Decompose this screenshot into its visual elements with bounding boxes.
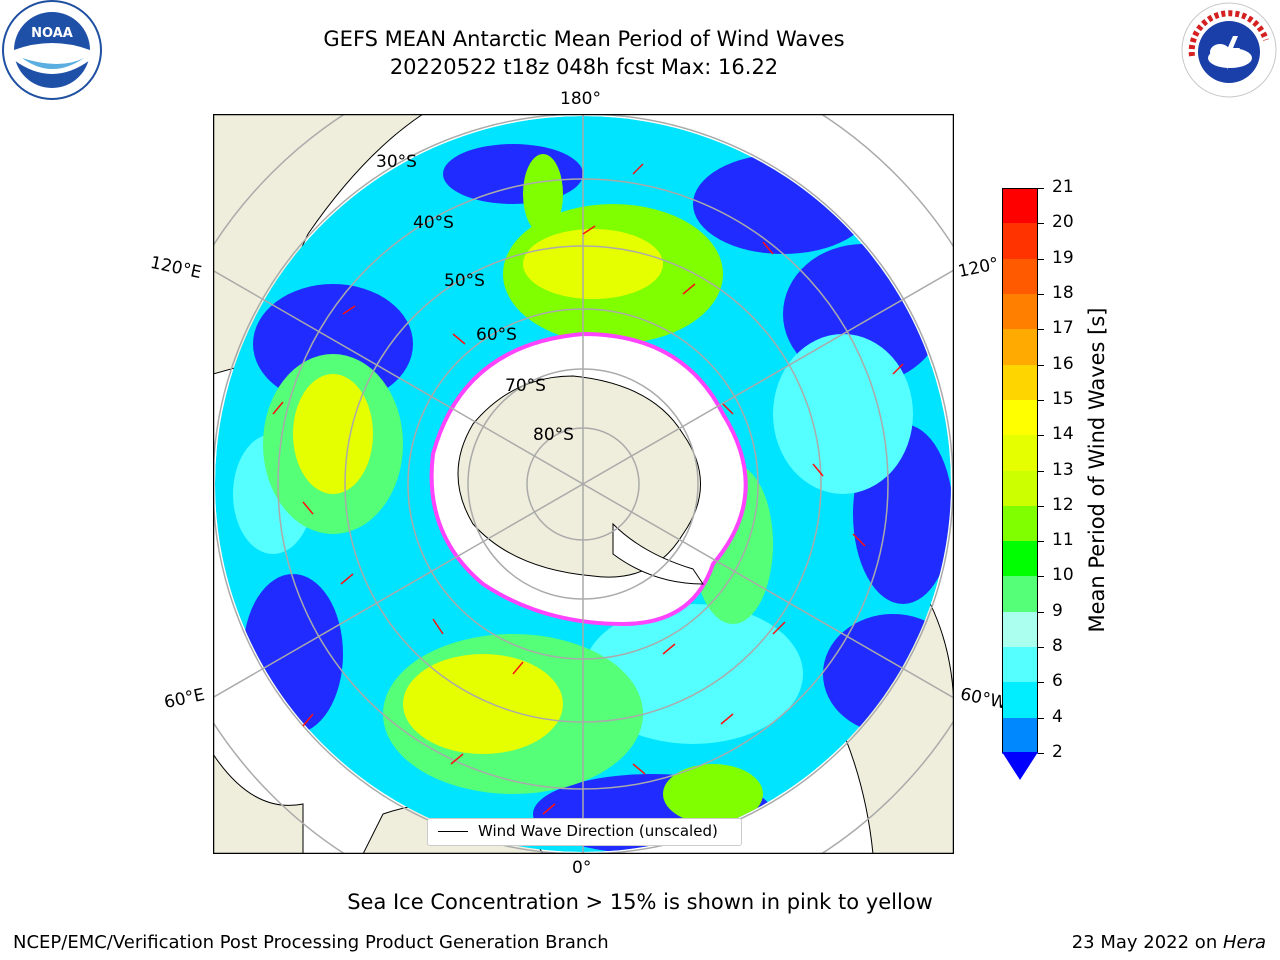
antarctic-map [213,114,954,854]
lat-label-40s: 40°S [413,213,454,233]
svg-text:NOAA: NOAA [31,26,73,41]
colorbar-tick-mark [1038,505,1044,507]
colorbar-tick-label: 15 [1052,388,1074,409]
colorbar-tick-label: 16 [1052,353,1074,374]
legend-line-swatch [438,831,468,832]
lat-label-70s: 70°S [505,376,546,396]
colorbar-block [1002,399,1038,436]
wind-direction-arrows [272,163,904,815]
colorbar-tick-mark [1038,611,1044,613]
lon-label-120w: 120° [956,253,1001,283]
lon-label-60e: 60°E [162,684,207,714]
colorbar-tick-mark [1038,470,1044,472]
colorbar-block [1002,223,1038,260]
noaa-logo: NOAA [2,0,102,100]
footer-left: NCEP/EMC/Verification Post Processing Pr… [13,932,609,953]
colorbar-tick-mark [1038,576,1044,578]
colorbar-tick-label: 8 [1052,636,1063,657]
sea-ice-note: Sea Ice Concentration > 15% is shown in … [347,890,933,914]
colorbar-tick-label: 2 [1052,742,1063,762]
colorbar-block [1002,435,1038,471]
arrow-legend: Wind Wave Direction (unscaled) [427,818,742,846]
colorbar-tick-label: 14 [1052,424,1074,445]
colorbar-tick-mark [1038,647,1044,649]
colorbar-tick-mark [1038,399,1044,401]
nws-logo [1181,2,1277,98]
colorbar-block [1002,682,1038,719]
colorbar-tick-label: 11 [1052,530,1074,551]
colorbar-tick-mark [1038,364,1044,366]
colorbar-tick-mark [1038,223,1044,225]
colorbar-block [1002,470,1038,507]
colorbar-extend-triangle [1002,752,1038,780]
colorbar-tick-mark [1038,717,1044,719]
lon-label-180: 180° [560,89,601,109]
colorbar [1002,188,1038,784]
colorbar-tick-mark [1038,435,1044,437]
colorbar-frame [1002,188,1038,753]
colorbar-tick-label: 20 [1052,212,1074,233]
lon-label-0: 0° [572,858,592,878]
footer-date: 23 May 2022 on [1071,932,1223,953]
lat-label-30s: 30°S [376,152,417,172]
lon-label-60w: 60°W [958,684,1009,714]
colorbar-block [1002,258,1038,295]
colorbar-block [1002,717,1038,754]
colorbar-label: Mean Period of Wind Waves [s] [1085,307,1109,633]
colorbar-tick-mark [1038,258,1044,260]
colorbar-tick-mark [1038,293,1044,295]
colorbar-block [1002,611,1038,648]
colorbar-tick-label: 21 [1052,177,1074,197]
colorbar-block [1002,364,1038,401]
colorbar-block [1002,188,1038,224]
colorbar-tick-label: 6 [1052,671,1063,692]
colorbar-tick-label: 18 [1052,282,1074,303]
lat-label-50s: 50°S [444,271,485,291]
colorbar-block [1002,576,1038,613]
footer-machine: Hera [1222,932,1266,953]
colorbar-tick-label: 4 [1052,706,1063,727]
colorbar-block [1002,329,1038,366]
colorbar-tick-mark [1038,682,1044,684]
colorbar-block [1002,505,1038,542]
colorbar-tick-label: 13 [1052,459,1074,480]
colorbar-tick-mark [1038,541,1044,543]
chart-title: GEFS MEAN Antarctic Mean Period of Wind … [323,27,845,51]
colorbar-block [1002,647,1038,683]
colorbar-tick-label: 10 [1052,565,1074,586]
colorbar-tick-mark [1038,188,1044,189]
colorbar-tick-label: 17 [1052,318,1074,339]
footer-right: 23 May 2022 on Hera [1072,932,1266,953]
colorbar-tick-label: 12 [1052,494,1074,515]
lon-label-120e: 120°E [148,252,204,284]
chart-subtitle: 20220522 t18z 048h fcst Max: 16.22 [389,55,779,79]
lat-label-80s: 80°S [533,425,574,445]
colorbar-tick-label: 19 [1052,247,1074,268]
lat-label-60s: 60°S [476,325,517,345]
colorbar-block [1002,293,1038,330]
colorbar-block [1002,541,1038,577]
colorbar-tick-mark [1038,753,1044,754]
colorbar-tick-mark [1038,329,1044,331]
colorbar-tick-label: 9 [1052,600,1063,621]
legend-label: Wind Wave Direction (unscaled) [478,822,718,840]
